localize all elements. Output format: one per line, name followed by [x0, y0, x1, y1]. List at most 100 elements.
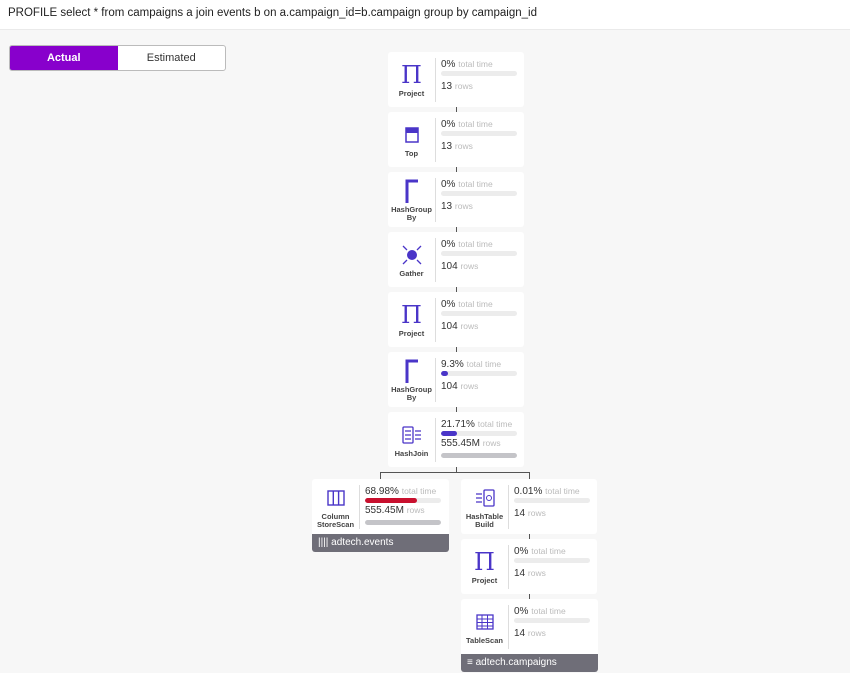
plan-node-hashgroup-by[interactable]: HashGroup By 0% total time 13 rows [388, 172, 524, 227]
table-name: adtech.events [331, 537, 394, 548]
rows-value: 104 [441, 321, 458, 332]
hashgroup-icon [405, 358, 419, 384]
divider [508, 545, 509, 589]
rows-bar [441, 453, 517, 458]
connector-line [456, 287, 457, 292]
node-icon-box: Π Project [388, 292, 435, 347]
node-icon-box: Π Project [388, 52, 435, 107]
table-footer[interactable]: |||| adtech.events [312, 534, 449, 552]
rows-label: rows [454, 201, 473, 211]
node-name: Top [404, 148, 419, 158]
rows-value: 555.45M [441, 438, 480, 449]
rows-label: rows [454, 81, 473, 91]
table-name: adtech.campaigns [475, 657, 557, 668]
time-bar [365, 498, 441, 503]
divider [508, 605, 509, 649]
node-icon-box: HashTable Build [461, 479, 508, 534]
node-name: Project [398, 88, 425, 98]
hashgroup-icon [405, 178, 419, 204]
time-value: 9.3% [441, 359, 464, 370]
plan-node-hashjoin[interactable]: HashJoin 21.71% total time 555.45M rows [388, 412, 524, 467]
top-icon [404, 122, 419, 148]
time-bar [514, 498, 590, 503]
divider [359, 485, 360, 529]
connector-line [456, 107, 457, 112]
node-icon-box: Π Project [461, 539, 508, 594]
rows-stat: 104 rows [441, 381, 478, 392]
time-stat: 0% total time [441, 299, 493, 310]
time-value: 0% [441, 179, 456, 190]
connector-line [380, 472, 530, 473]
time-label: total time [458, 179, 493, 189]
rows-bar [365, 520, 441, 525]
time-stat: 0% total time [441, 239, 493, 250]
rows-stat: 14 rows [514, 628, 546, 639]
plan-node-project[interactable]: Π Project 0% total time 104 rows [388, 292, 524, 347]
plan-node-column-storescan[interactable]: Column StoreScan 68.98% total time 555.4… [312, 479, 449, 552]
rows-stat: 104 rows [441, 261, 478, 272]
actual-tab[interactable]: Actual [10, 46, 118, 70]
node-icon-box: Gather [388, 232, 435, 287]
rows-bar-fill [441, 453, 517, 458]
rows-value: 13 [441, 81, 453, 92]
rows-value: 13 [441, 201, 453, 212]
plan-node-project[interactable]: Π Project 0% total time 13 rows [388, 52, 524, 107]
time-stat: 0% total time [514, 606, 566, 617]
connector-line [380, 472, 381, 479]
time-label: total time [531, 606, 566, 616]
plan-node-gather[interactable]: Gather 0% total time 104 rows [388, 232, 524, 287]
divider [435, 178, 436, 222]
node-icon-box: Top [388, 112, 435, 167]
node-name: Column StoreScan [316, 511, 355, 529]
estimated-tab[interactable]: Estimated [146, 52, 196, 64]
time-value: 0% [514, 606, 529, 617]
plan-node-top[interactable]: Top 0% total time 13 rows [388, 112, 524, 167]
plan-node-hashtable-build[interactable]: HashTable Build 0.01% total time 14 rows [461, 479, 597, 534]
rows-label: rows [454, 141, 473, 151]
plan-node-tablescan[interactable]: TableScan 0% total time 14 rows ≡ adtech… [461, 599, 598, 672]
time-stat: 68.98% total time [365, 486, 436, 497]
divider [435, 238, 436, 282]
time-bar [441, 251, 517, 256]
rows-label: rows [460, 261, 479, 271]
connector-line [529, 594, 530, 599]
node-icon-box: Column StoreScan [312, 479, 359, 534]
rows-label: rows [527, 628, 546, 638]
rowstore-icon: ≡ [467, 657, 473, 668]
rows-label: rows [527, 568, 546, 578]
rows-stat: 14 rows [514, 508, 546, 519]
divider [435, 118, 436, 162]
time-label: total time [466, 359, 502, 369]
node-icon-box: HashJoin [388, 412, 435, 467]
query-title: PROFILE select * from campaigns a join e… [0, 0, 850, 30]
node-icon-box: HashGroup By [388, 172, 435, 227]
rows-value: 13 [441, 141, 453, 152]
connector-line [529, 472, 530, 479]
rows-stat: 13 rows [441, 81, 473, 92]
time-value: 0% [441, 299, 456, 310]
time-bar [441, 131, 517, 136]
time-label: total time [458, 59, 493, 69]
time-stat: 0.01% total time [514, 486, 580, 497]
time-bar-fill [365, 498, 418, 503]
node-name: HashGroup By [391, 384, 432, 402]
node-name: Project [471, 575, 498, 585]
view-toggle[interactable]: Actual Estimated [9, 45, 226, 71]
rows-stat: 13 rows [441, 141, 473, 152]
time-bar [514, 618, 590, 623]
rows-label: rows [460, 381, 479, 391]
rows-value: 104 [441, 261, 458, 272]
time-bar [441, 191, 517, 196]
plan-node-hashgroup-by[interactable]: HashGroup By 9.3% total time 104 rows [388, 352, 524, 407]
rows-label: rows [482, 438, 501, 448]
hashjoin-icon [401, 422, 422, 448]
plan-node-project[interactable]: Π Project 0% total time 14 rows [461, 539, 597, 594]
time-label: total time [458, 239, 493, 249]
pi-icon: Π [401, 300, 422, 329]
table-footer[interactable]: ≡ adtech.campaigns [461, 654, 598, 672]
time-value: 0.01% [514, 486, 543, 497]
node-icon-box: HashGroup By [388, 352, 435, 407]
columnstore-table-icon: |||| [318, 537, 329, 548]
divider [435, 418, 436, 462]
time-bar [441, 311, 517, 316]
